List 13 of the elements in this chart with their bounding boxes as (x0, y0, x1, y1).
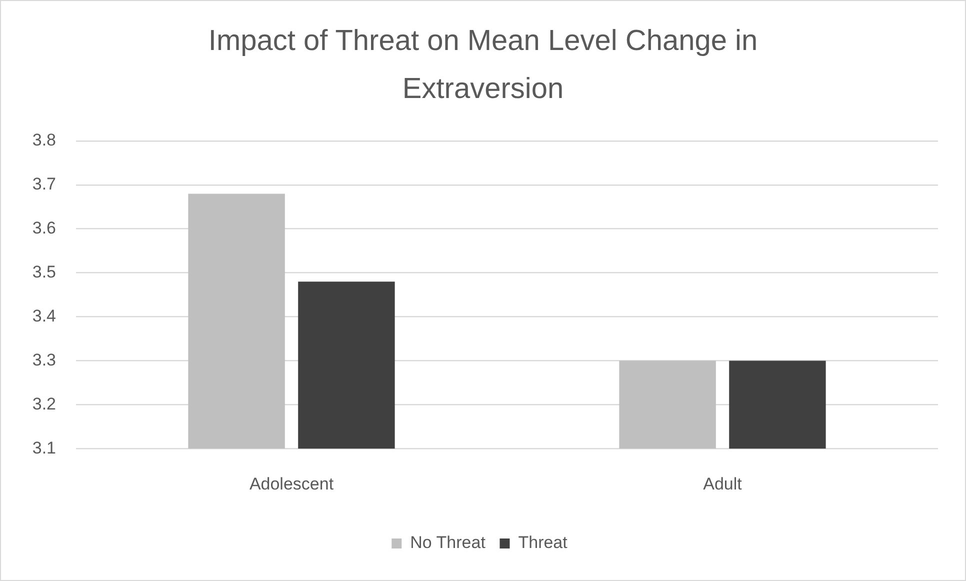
y-tick-label: 3.3 (32, 350, 56, 370)
y-tick-label: 3.6 (32, 218, 56, 238)
y-tick-label: 3.4 (32, 306, 56, 326)
chart-title: Impact of Threat on Mean Level Change in Extraversion (207, 24, 759, 107)
x-tick-label: Adolescent (249, 474, 334, 494)
legend-label: Threat (518, 533, 568, 552)
legend-label: No Threat (410, 533, 486, 552)
y-tick-label: 3.2 (32, 394, 56, 414)
y-tick-label: 3.8 (32, 130, 56, 150)
x-tick-label: Adult (703, 474, 742, 494)
y-tick-label: 3.7 (32, 174, 56, 194)
y-tick-label: 3.1 (32, 438, 56, 458)
y-tick-label: 3.5 (32, 262, 56, 282)
